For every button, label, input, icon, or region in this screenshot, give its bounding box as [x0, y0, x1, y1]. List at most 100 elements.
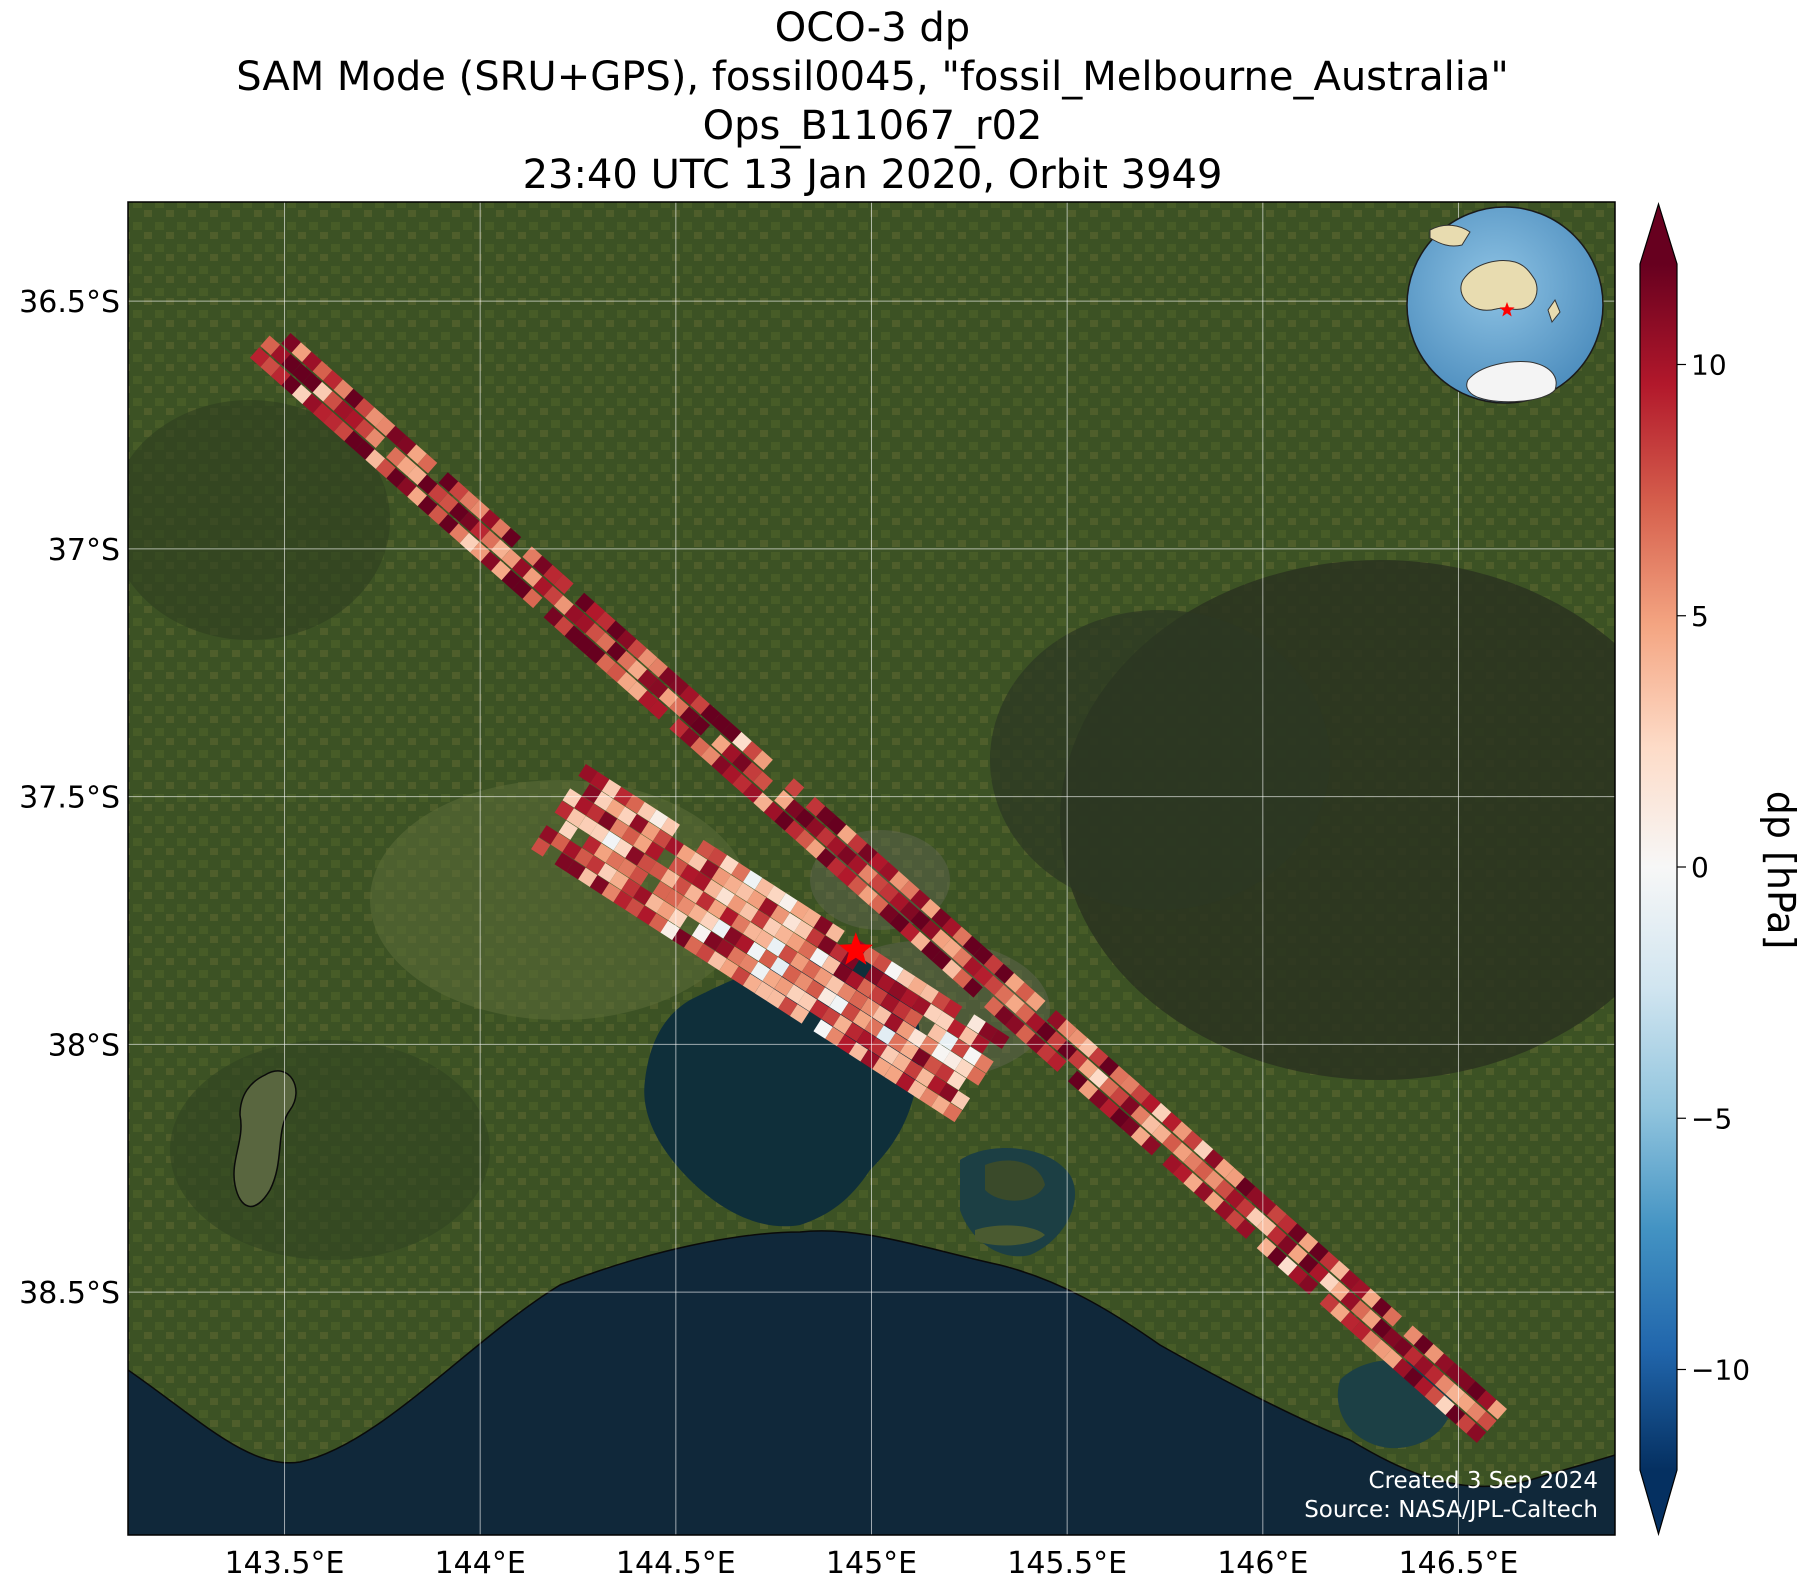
dp-sounding-cell — [1392, 1337, 1413, 1357]
dp-sounding-cell — [942, 1051, 963, 1071]
dp-sounding-cell — [365, 449, 386, 469]
dp-sounding-cell — [501, 527, 522, 548]
dp-sounding-cell — [719, 855, 739, 875]
dp-sounding-cell — [1382, 1306, 1403, 1327]
dp-sounding-cell — [676, 896, 696, 916]
dp-sounding-cell — [868, 852, 889, 873]
dp-sounding-cell — [490, 518, 511, 539]
dp-sounding-cell — [931, 929, 952, 949]
dp-sounding-cell — [758, 949, 778, 969]
dp-sounding-cell — [554, 852, 574, 872]
dp-sounding-cell — [962, 956, 983, 977]
dp-sounding-cell — [826, 815, 847, 836]
dp-sounding-cell — [1078, 1037, 1098, 1058]
dp-sounding-cell — [1308, 1242, 1329, 1262]
dp-sounding-cell — [1204, 1170, 1224, 1190]
dp-sounding-cell — [797, 940, 818, 960]
dp-sounding-cell — [386, 425, 406, 446]
dp-sounding-cell — [578, 815, 598, 836]
dp-sounding-cell — [627, 639, 647, 659]
dp-sounding-cell — [821, 955, 841, 975]
dp-sounding-cell — [962, 935, 983, 956]
dp-sounding-cell — [923, 1055, 943, 1075]
dp-sounding-cell — [880, 1045, 900, 1065]
dp-sounding-cell — [847, 875, 868, 896]
dp-sounding-cell — [837, 845, 857, 866]
dp-sounding-cell — [605, 850, 625, 871]
colorbar-outline — [1639, 201, 1678, 1537]
lon-tick-label: 143.5°E — [225, 1546, 345, 1581]
dp-sounding-cell — [1162, 1133, 1182, 1153]
dp-sounding-cell — [742, 783, 763, 803]
dp-sounding-cell — [660, 920, 680, 941]
dp-sounding-cell — [1309, 1263, 1329, 1283]
dp-sounding-cell — [1099, 1056, 1119, 1077]
dp-sounding-cell — [344, 409, 364, 430]
dp-sounding-cell — [970, 1034, 990, 1054]
dp-sounding-cell — [1088, 1089, 1109, 1109]
dp-sounding-cell — [911, 996, 931, 1016]
dp-sounding-cell — [417, 495, 438, 516]
dp-sounding-cell — [428, 504, 448, 525]
dp-sounding-cell — [753, 771, 773, 792]
dp-sounding-cell — [719, 958, 739, 979]
dp-sounding-cell — [1382, 1327, 1403, 1348]
dp-sounding-cell — [1004, 994, 1025, 1014]
dp-sounding-cell — [919, 984, 939, 1004]
dp-sounding-cell — [629, 814, 649, 834]
dp-sounding-cell — [512, 558, 532, 578]
dp-sounding-cell — [1298, 1253, 1319, 1274]
dp-sounding-cell — [333, 379, 354, 400]
dp-sounding-cell — [789, 1004, 810, 1024]
dp-sounding-cell — [690, 715, 711, 736]
dp-sounding-cell — [291, 342, 312, 363]
dp-sounding-cell — [973, 966, 994, 986]
dp-sounding-cell — [805, 927, 826, 948]
dp-sounding-cell — [652, 829, 673, 849]
dp-sounding-cell — [1424, 1386, 1445, 1406]
dp-sounding-cell — [1371, 1318, 1392, 1339]
dp-sounding-cell — [868, 985, 888, 1006]
dp-sounding-cell — [595, 611, 616, 632]
dp-sounding-cell — [754, 877, 775, 898]
dp-sounding-cell — [1466, 1402, 1487, 1422]
dp-sounding-cell — [766, 885, 786, 905]
dp-sounding-cell — [1298, 1232, 1319, 1253]
dp-sounding-cell — [938, 1083, 959, 1103]
dp-sounding-cell — [621, 826, 641, 846]
dp-sounding-cell — [417, 453, 438, 474]
dp-sounding-cell — [691, 871, 712, 892]
dp-sounding-cell — [407, 444, 427, 465]
dp-sounding-cell — [837, 824, 857, 845]
dp-sounding-cell — [837, 982, 857, 1003]
dp-sounding-cell — [386, 467, 407, 488]
dp-sounding-cell — [847, 854, 868, 875]
dp-sounding-cell — [895, 1072, 916, 1092]
dp-sounding-cell — [1455, 1413, 1476, 1434]
dp-sounding-cell — [879, 903, 899, 924]
dp-sounding-cell — [1078, 1079, 1099, 1100]
dp-sounding-cell — [797, 992, 818, 1012]
dp-sounding-cell — [1476, 1390, 1497, 1411]
dp-sounding-cell — [962, 1046, 982, 1066]
dp-sounding-cell — [868, 873, 889, 894]
dp-sounding-cell — [590, 771, 610, 791]
dp-sounding-cell — [826, 857, 847, 878]
dp-sounding-cell — [637, 801, 657, 822]
dp-sounding-cell — [613, 838, 633, 858]
dp-sounding-cell — [578, 867, 598, 887]
dp-sounding-cell — [1455, 1371, 1476, 1392]
lat-tick-label: 37°S — [48, 533, 120, 568]
dp-sounding-cell — [784, 820, 805, 840]
dp-sounding-cell — [1046, 1010, 1067, 1030]
dp-sounding-cell — [793, 972, 814, 992]
dp-sounding-cell — [1267, 1225, 1287, 1246]
dp-sounding-cell — [1130, 1126, 1151, 1147]
dp-sounding-cell — [323, 391, 343, 411]
dp-sounding-cell — [627, 660, 648, 680]
dp-sounding-cell — [763, 801, 784, 822]
dp-sounding-cell — [574, 796, 594, 816]
colorbar-tick-label: −10 — [1691, 1354, 1750, 1387]
dp-sounding-cell — [742, 922, 763, 942]
dp-sounding-cell — [1330, 1302, 1350, 1323]
